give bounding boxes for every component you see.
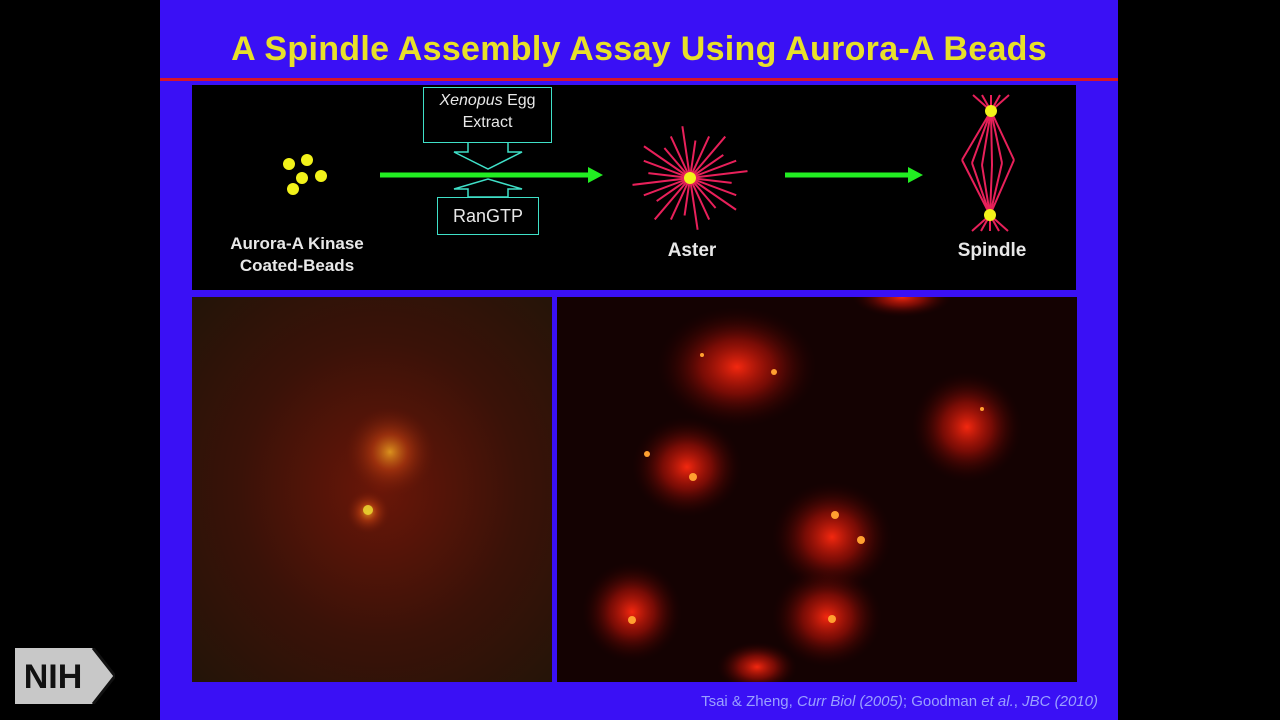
aster-microtubule (689, 177, 699, 230)
aster-microtubule (689, 154, 724, 179)
aster-microtubule (689, 159, 737, 179)
aster-microtubule (689, 177, 737, 197)
aster-microtubule (663, 147, 691, 179)
extract-box: Xenopus Egg Extract (423, 87, 552, 143)
spindle-microtubule (971, 110, 992, 164)
extract-label-rest: Egg (502, 92, 536, 109)
spindle-microtubule (981, 110, 992, 166)
spindle-label: Spindle (957, 240, 1027, 261)
bead (315, 170, 327, 182)
spindle-pole-bottom (984, 209, 996, 221)
spindle-microtubule (990, 110, 1015, 161)
aster-microtubule (689, 135, 711, 179)
nih-logo: NIH (15, 648, 115, 704)
rangtp-box: RanGTP (437, 197, 539, 235)
bead (301, 154, 313, 166)
citation-journal2: JBC (2010) (1022, 693, 1098, 710)
aster-microtubule (681, 126, 691, 179)
spindle-microtubule (989, 162, 1003, 216)
extract-label-italic: Xenopus (439, 92, 503, 109)
micrograph-right (557, 297, 1077, 682)
arrow-to-spindle (785, 167, 923, 183)
aster-microtubule (632, 177, 691, 186)
extract-label-line2: Extract (462, 114, 513, 131)
aster-label: Aster (667, 240, 717, 261)
slide-title: A Spindle Assembly Assay Using Aurora-A … (231, 30, 1047, 68)
citation-part2: ; Goodman (902, 693, 982, 710)
aster-microtubule (643, 159, 691, 179)
aster-microtubule (689, 135, 727, 179)
spindle-pole-top (985, 105, 997, 117)
aster-microtubule (689, 140, 697, 179)
nih-logo-text: NIH (24, 658, 83, 696)
spindle-microtubule (989, 159, 1015, 216)
micrograph-left (192, 297, 552, 682)
bead (283, 158, 295, 170)
citation-etal: et al. (981, 693, 1014, 710)
aster-microtubule (689, 177, 732, 184)
aster-microtubule (653, 177, 691, 221)
citation: Tsai & Zheng, Curr Biol (2005); Goodman … (701, 693, 1098, 710)
beads-label-line2: Coated-Beads (239, 256, 355, 275)
spindle-microtubule (981, 164, 991, 216)
micrograph-left-image (192, 297, 552, 682)
aster-microtubule (683, 177, 691, 216)
slide: A Spindle Assembly Assay Using Aurora-A … (160, 0, 1118, 720)
spindle-microtubule (989, 164, 993, 216)
bead (296, 172, 308, 184)
citation-part1: Tsai & Zheng, (701, 693, 797, 710)
aster-microtubule (689, 177, 717, 209)
aster-microtubule (669, 177, 691, 221)
citation-journal1: Curr Biol (2005) (796, 693, 903, 710)
aster-microtubule (648, 172, 691, 179)
rangtp-arrow (453, 178, 523, 198)
bead (287, 183, 299, 195)
aster-microtubule (689, 177, 711, 220)
aster-microtubule (669, 136, 691, 179)
spindle-microtubule (961, 110, 992, 161)
diagram-graphics (283, 94, 1015, 232)
micrograph-right-image (557, 297, 1077, 682)
spindle-microtubule (961, 159, 991, 216)
beads-cluster (283, 154, 327, 195)
assay-diagram: Xenopus Egg Extract RanGTP Aurora-A Kina… (192, 85, 1076, 290)
citation-part3: , (1013, 693, 1023, 710)
aster-microtubule (643, 177, 691, 197)
beads-label: Aurora-A Kinase Coated-Beads (212, 233, 382, 277)
spindle-microtubule (990, 110, 1003, 164)
aster-microtubule (689, 170, 748, 179)
arrow-to-aster (380, 167, 603, 183)
extract-arrow (453, 141, 523, 170)
title-divider (160, 78, 1118, 81)
spindle-microtubule (990, 110, 993, 166)
spindle-microtubule (971, 162, 991, 216)
beads-label-line1: Aurora-A Kinase (230, 234, 364, 253)
aster-illustration (632, 126, 748, 230)
aster-microtubule (689, 177, 737, 211)
aster-bead (684, 172, 696, 184)
aster-microtubule (643, 145, 691, 179)
aster-microtubule (656, 177, 691, 202)
